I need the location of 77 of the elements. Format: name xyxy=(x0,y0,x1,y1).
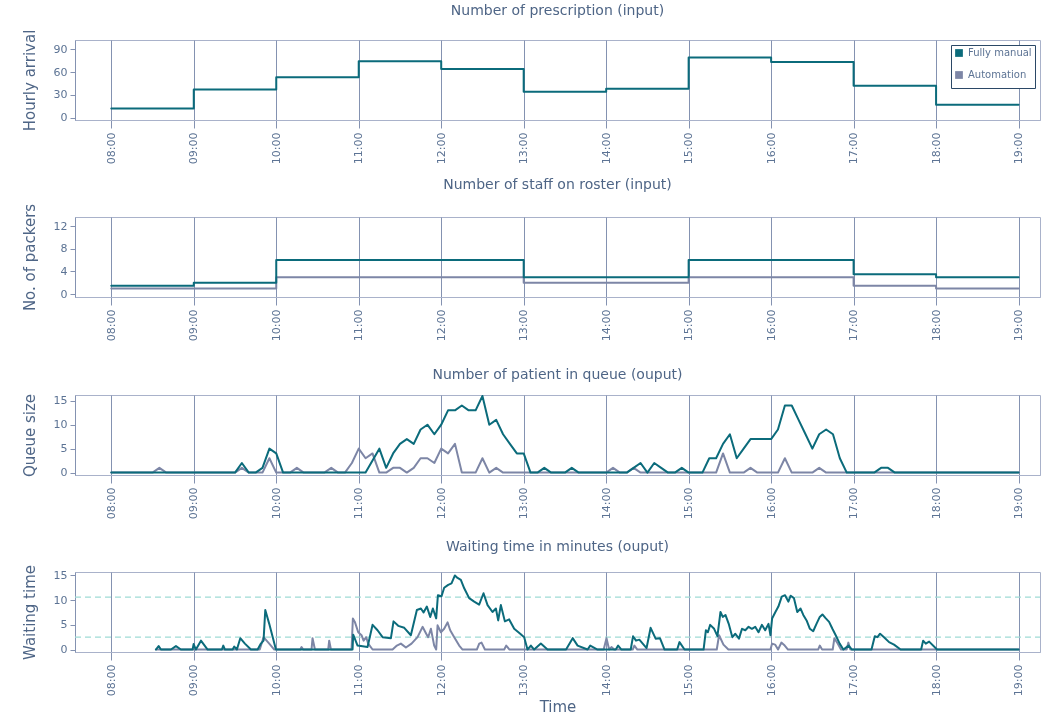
x-tick-label: 09:00 xyxy=(187,487,201,520)
x-tick-label: 08:00 xyxy=(104,487,118,520)
y-tick-label: 15 xyxy=(53,568,68,582)
y-tick-label: 10 xyxy=(53,593,68,607)
y-tick-label: 0 xyxy=(60,643,68,657)
line-series xyxy=(154,574,1020,651)
x-tick-label: 08:00 xyxy=(104,309,118,342)
x-tick-label: 16:00 xyxy=(764,487,778,520)
x-tick-label: 14:00 xyxy=(599,309,613,342)
chart-title: Number of staff on roster (input) xyxy=(443,176,672,193)
y-tick-label: 0 xyxy=(60,111,68,125)
x-tick-label: 14:00 xyxy=(599,132,613,165)
x-tick-label: 09:00 xyxy=(187,664,201,697)
y-axis-title: Queue size xyxy=(20,393,39,478)
x-tick-label: 13:00 xyxy=(517,664,531,697)
x-tick-label: 18:00 xyxy=(929,132,943,165)
x-axis-title: Time xyxy=(538,698,577,717)
x-tick-label: 12:00 xyxy=(434,309,448,342)
x-tick-label: 08:00 xyxy=(104,132,118,165)
x-tick-label: 16:00 xyxy=(764,309,778,342)
x-tick-label: 09:00 xyxy=(187,309,201,342)
x-tick-label: 11:00 xyxy=(352,664,366,697)
y-axis-title: No. of packers xyxy=(20,203,39,312)
x-tick-label: 16:00 xyxy=(764,664,778,697)
x-tick-label: 12:00 xyxy=(434,132,448,165)
y-tick-label: 12 xyxy=(53,219,68,233)
y-tick-label: 0 xyxy=(60,466,68,480)
x-tick-label: 10:00 xyxy=(269,487,283,520)
x-tick-label: 17:00 xyxy=(847,487,861,520)
y-tick-label: 15 xyxy=(53,394,68,408)
x-tick-label: 15:00 xyxy=(682,132,696,165)
x-tick-label: 13:00 xyxy=(517,309,531,342)
x-tick-label: 19:00 xyxy=(1012,132,1026,165)
x-tick-label: 14:00 xyxy=(599,487,613,520)
x-tick-label: 13:00 xyxy=(517,132,531,165)
x-tick-label: 12:00 xyxy=(434,664,448,697)
x-tick-label: 18:00 xyxy=(929,664,943,697)
x-tick-label: 10:00 xyxy=(269,664,283,697)
x-tick-label: 19:00 xyxy=(1012,309,1026,342)
x-tick-label: 17:00 xyxy=(847,664,861,697)
y-axis-title: Waiting time xyxy=(20,565,39,660)
chart-title: Waiting time in minutes (ouput) xyxy=(445,537,670,554)
y-tick-label: 5 xyxy=(60,618,68,632)
x-tick-label: 17:00 xyxy=(847,132,861,165)
x-tick-label: 11:00 xyxy=(352,132,366,165)
x-tick-label: 11:00 xyxy=(352,309,366,342)
chart-title: Number of prescription (input) xyxy=(450,2,665,19)
legend-label: Fully manual xyxy=(968,47,1032,58)
x-tick-label: 15:00 xyxy=(682,487,696,520)
y-tick-label: 0 xyxy=(60,287,68,301)
x-tick-label: 14:00 xyxy=(599,664,613,697)
line-series xyxy=(110,394,1020,474)
x-tick-label: 19:00 xyxy=(1012,664,1026,697)
x-tick-label: 11:00 xyxy=(352,487,366,520)
x-tick-label: 18:00 xyxy=(929,487,943,520)
x-tick-label: 10:00 xyxy=(269,132,283,165)
x-tick-label: 09:00 xyxy=(187,132,201,165)
legend-label: Automation xyxy=(968,69,1027,80)
y-tick-label: 30 xyxy=(53,88,68,102)
x-tick-label: 10:00 xyxy=(269,309,283,342)
x-tick-label: 19:00 xyxy=(1012,487,1026,520)
x-tick-label: 16:00 xyxy=(764,132,778,165)
x-tick-label: 15:00 xyxy=(682,664,696,697)
y-tick-label: 90 xyxy=(53,42,68,56)
y-tick-label: 8 xyxy=(60,242,68,256)
chart-title: Number of patient in queue (ouput) xyxy=(432,366,683,383)
x-tick-label: 18:00 xyxy=(929,309,943,342)
x-tick-label: 12:00 xyxy=(434,487,448,520)
y-tick-label: 4 xyxy=(60,264,68,278)
x-tick-label: 13:00 xyxy=(517,487,531,520)
y-axis-title: Hourly arrival xyxy=(20,29,39,132)
y-tick-label: 60 xyxy=(53,65,68,79)
x-tick-label: 08:00 xyxy=(104,664,118,697)
x-tick-label: 15:00 xyxy=(682,309,696,342)
y-tick-label: 5 xyxy=(60,442,68,456)
x-tick-label: 17:00 xyxy=(847,309,861,342)
y-tick-label: 10 xyxy=(53,418,68,432)
